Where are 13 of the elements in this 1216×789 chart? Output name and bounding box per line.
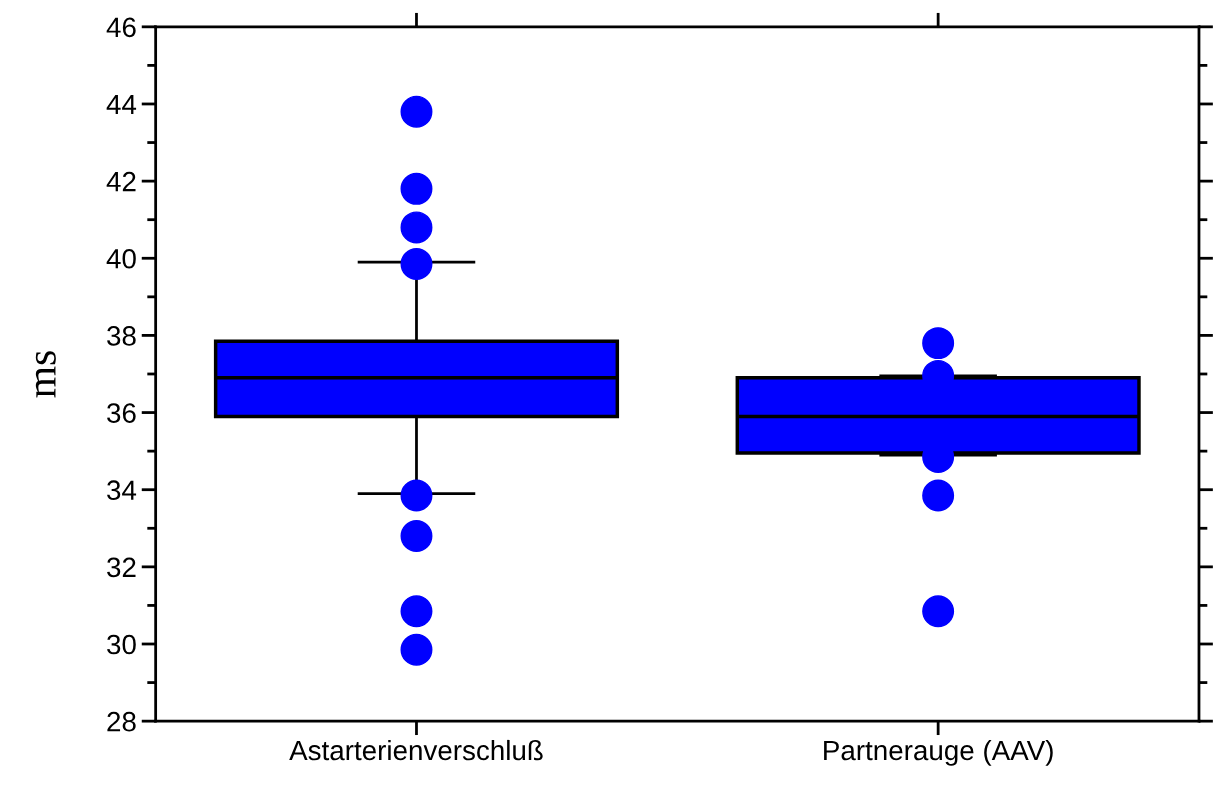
- y-tick-label: 40: [106, 248, 136, 269]
- y-tick-label: 28: [107, 711, 136, 732]
- y-axis-title: ms: [35, 351, 56, 398]
- y-tick-label: 44: [106, 94, 137, 115]
- y-tick-label: 46: [106, 17, 136, 38]
- y-tick-label: 32: [107, 557, 136, 578]
- y-tick-label: 34: [107, 480, 137, 501]
- x-tick-label: Partnerauge (AAV): [824, 739, 1053, 766]
- y-tick-label: 38: [107, 326, 136, 346]
- x-tick-label: Astarterienverschluß: [289, 739, 543, 761]
- y-tick-label: 36: [107, 403, 136, 423]
- y-tick-label: 30: [107, 634, 136, 655]
- y-tick-label: 42: [106, 171, 136, 192]
